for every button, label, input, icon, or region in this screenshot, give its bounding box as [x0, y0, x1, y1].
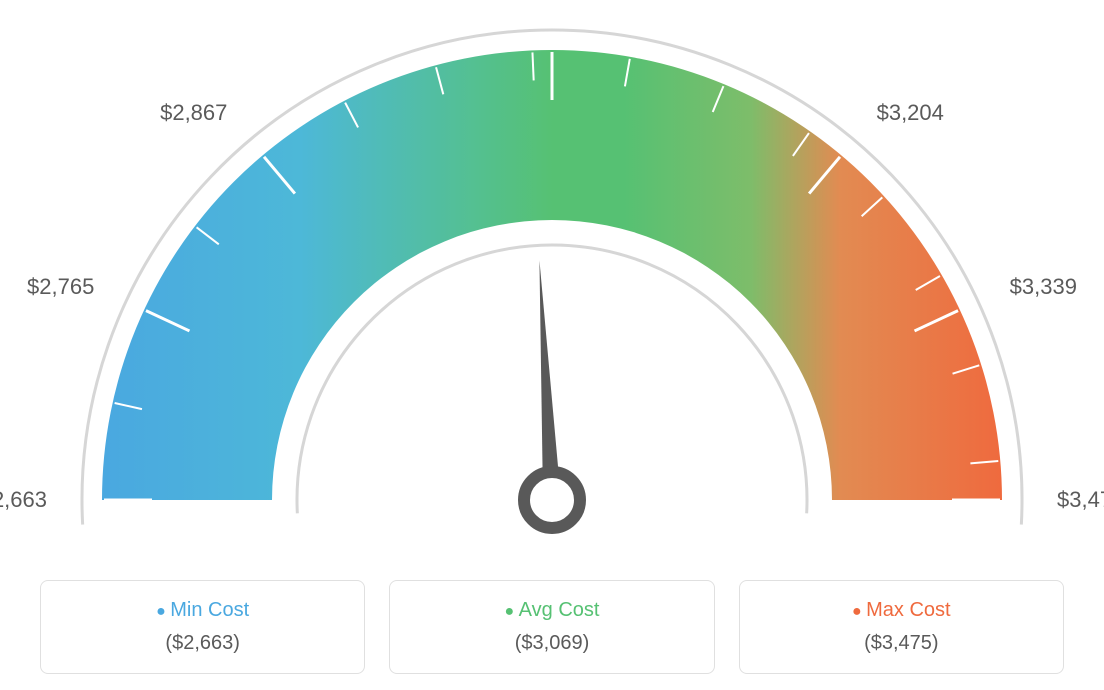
legend-card-avg: Avg Cost ($3,069) [389, 580, 714, 674]
gauge-chart: $2,663$2,765$2,867$3,069$3,204$3,339$3,4… [0, 0, 1104, 560]
gauge-tick-label: $3,475 [1057, 487, 1104, 513]
gauge-svg [0, 0, 1104, 560]
legend-max-title: Max Cost [760, 599, 1043, 622]
legend-max-value: ($3,475) [760, 632, 1043, 655]
gauge-tick-label: $3,204 [877, 100, 944, 126]
gauge-tick-label: $3,339 [1010, 274, 1077, 300]
gauge-tick-label: $2,867 [160, 100, 227, 126]
gauge-tick-label: $2,765 [27, 274, 94, 300]
legend-card-min: Min Cost ($2,663) [40, 580, 365, 674]
legend-min-title: Min Cost [61, 599, 344, 622]
legend-avg-value: ($3,069) [410, 632, 693, 655]
legend-card-max: Max Cost ($3,475) [739, 580, 1064, 674]
legend-row: Min Cost ($2,663) Avg Cost ($3,069) Max … [0, 580, 1104, 674]
gauge-tick-label: $2,663 [0, 487, 47, 513]
legend-avg-title: Avg Cost [410, 599, 693, 622]
legend-min-value: ($2,663) [61, 632, 344, 655]
